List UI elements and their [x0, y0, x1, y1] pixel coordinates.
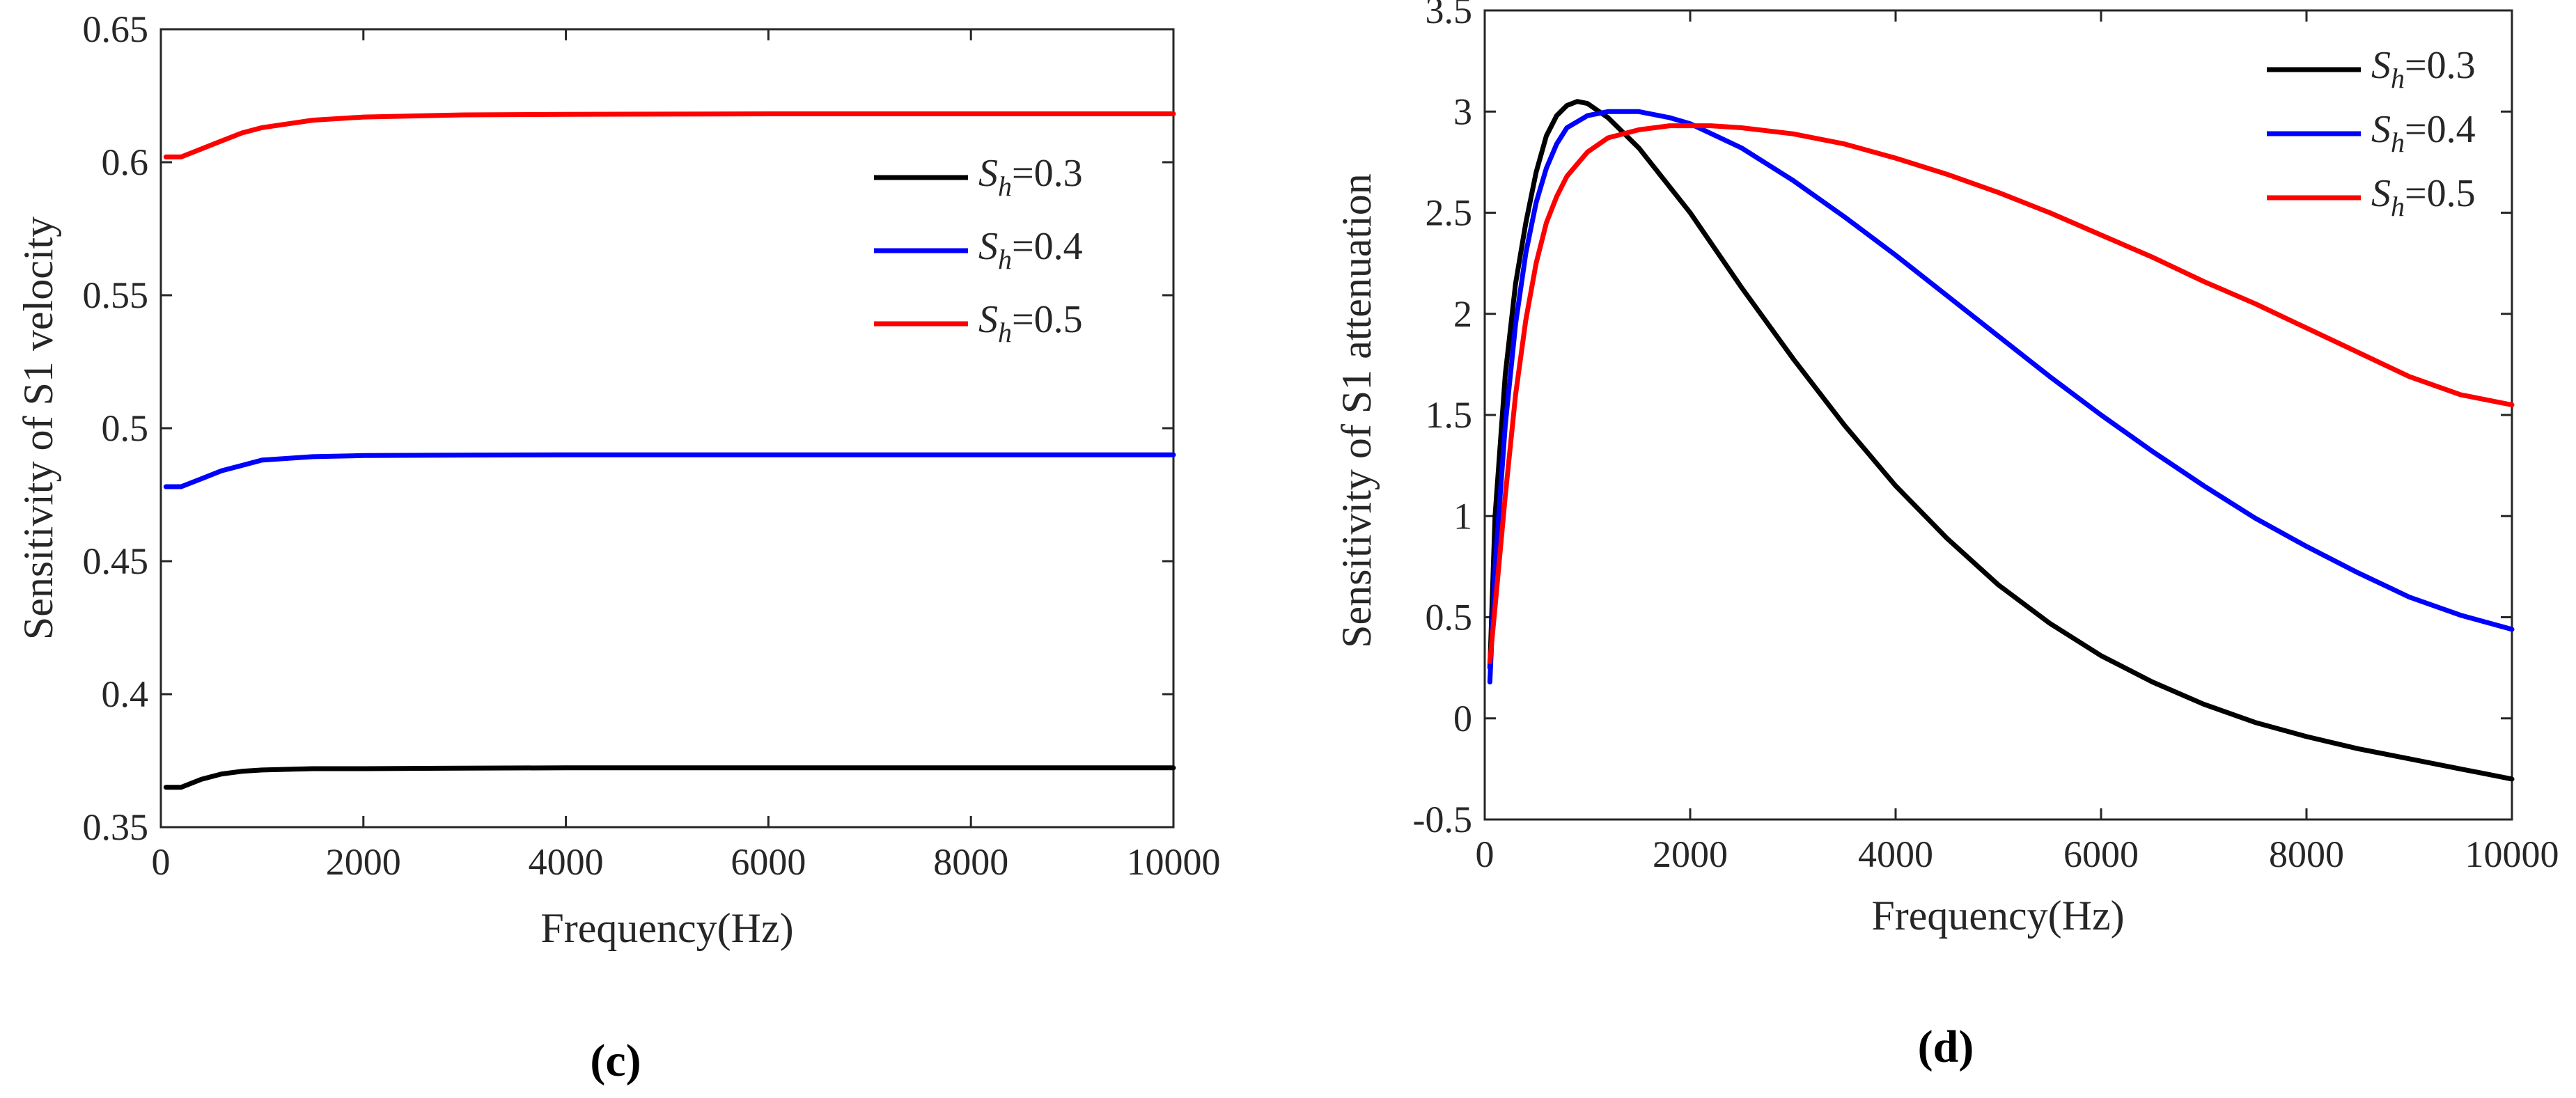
chart-c-plot-area: [159, 28, 1175, 829]
chart-c-velocity: 0 2000 4000 6000 8000 10000 0.35 0.4 0.45 0.5 0.5…: [15, 8, 1221, 1086]
chart-c-legend-item: Sh=0.4: [874, 225, 1083, 275]
chart-c-x-ticks: 0 2000 4000 6000 8000 10000: [152, 29, 1221, 883]
chart-d-y-tick-label: 3.5: [1426, 0, 1473, 31]
chart-c-legend-label: Sh=0.3: [978, 152, 1083, 202]
chart-c-x-tick-label: 10000: [1127, 841, 1221, 883]
chart-c-series-line-3: [163, 111, 1176, 159]
chart-c-legend-label: Sh=0.5: [978, 298, 1083, 348]
chart-d-y-tick-label: -0.5: [1413, 799, 1472, 840]
chart-c-x-tick-label: 6000: [731, 841, 806, 883]
chart-c-legend-item: Sh=0.5: [874, 298, 1083, 348]
chart-c-y-tick-label: 0.55: [83, 274, 149, 316]
chart-c-x-tick-label: 4000: [529, 841, 604, 883]
chart-d-legend: Sh=0.3 Sh=0.4 Sh=0.5: [2267, 44, 2476, 222]
chart-d-x-tick-label: 10000: [2465, 833, 2559, 875]
chart-c-x-axis-label: Frequency(Hz): [540, 905, 793, 951]
chart-d-legend-label: Sh=0.3: [2371, 44, 2476, 94]
chart-d-y-tick-label: 1.5: [1426, 394, 1473, 436]
chart-d-legend-label: Sh=0.4: [2371, 108, 2476, 158]
chart-c-panel-label: (c): [590, 1035, 641, 1086]
chart-d-y-tick-label: 0: [1453, 698, 1472, 739]
chart-d-series-line-1: [1487, 99, 2515, 782]
chart-d-plot-area: [1483, 9, 2513, 821]
chart-d-x-tick-label: 0: [1476, 833, 1494, 875]
chart-d-y-tick-label: 1: [1453, 495, 1472, 537]
chart-d-legend-item: Sh=0.4: [2267, 108, 2476, 158]
chart-d-legend-label: Sh=0.5: [2371, 172, 2476, 222]
chart-d-legend-item: Sh=0.5: [2267, 172, 2476, 222]
chart-d-x-axis-label: Frequency(Hz): [1871, 893, 2124, 939]
chart-d-y-tick-label: 3: [1453, 91, 1472, 132]
chart-c-y-tick-label: 0.5: [102, 407, 149, 449]
chart-c-y-tick-label: 0.4: [102, 673, 149, 715]
chart-c-y-axis-label: Sensitivity of S1 velocity: [15, 217, 61, 640]
chart-d-panel-label: (d): [1918, 1021, 1974, 1072]
chart-d-x-ticks: 0 2000 4000 6000 8000 10000: [1476, 10, 2559, 875]
chart-d-y-axis-label: Sensitivity of S1 attenuation: [1334, 173, 1380, 648]
chart-c-y-tick-label: 0.35: [83, 806, 149, 848]
chart-d-x-tick-label: 2000: [1653, 833, 1728, 875]
chart-d-legend-item: Sh=0.3: [2267, 44, 2476, 94]
chart-c-legend-item: Sh=0.3: [874, 152, 1083, 202]
chart-c-y-tick-label: 0.6: [102, 141, 149, 183]
chart-d-attenuation: 0 2000 4000 6000 8000 10000 -0.500.511.522.53…: [1334, 0, 2559, 1072]
chart-c-x-tick-label: 2000: [326, 841, 401, 883]
chart-d-series-line-2: [1487, 109, 2515, 684]
chart-d-y-tick-label: 0.5: [1426, 597, 1473, 638]
chart-c-y-tick-label: 0.65: [83, 8, 149, 50]
chart-d-x-tick-label: 6000: [2063, 833, 2139, 875]
chart-d-y-tick-label: 2.5: [1426, 192, 1473, 234]
chart-c-legend: Sh=0.3 Sh=0.4 Sh=0.5: [874, 152, 1083, 348]
chart-c-series-line-2: [163, 452, 1176, 489]
chart-d-y-tick-label: 2: [1453, 293, 1472, 335]
chart-c-y-ticks: 0.35 0.4 0.45 0.5 0.55 0.6 0.65: [83, 8, 1173, 848]
chart-d-x-tick-label: 8000: [2269, 833, 2344, 875]
chart-d-series-line-3: [1487, 123, 2515, 664]
chart-c-x-tick-label: 0: [152, 841, 171, 883]
chart-c-x-tick-label: 8000: [933, 841, 1008, 883]
chart-c-lines: [163, 111, 1176, 790]
chart-c-y-tick-label: 0.45: [83, 540, 149, 582]
chart-c-series-line-1: [163, 765, 1176, 790]
chart-d-lines: [1487, 99, 2515, 782]
chart-d-y-ticks: -0.5 0 0.5 1 1.5 2 2.5 3 3.5: [1413, 0, 2512, 840]
chart-d-x-tick-label: 4000: [1858, 833, 1933, 875]
chart-c-legend-label: Sh=0.4: [978, 225, 1083, 275]
